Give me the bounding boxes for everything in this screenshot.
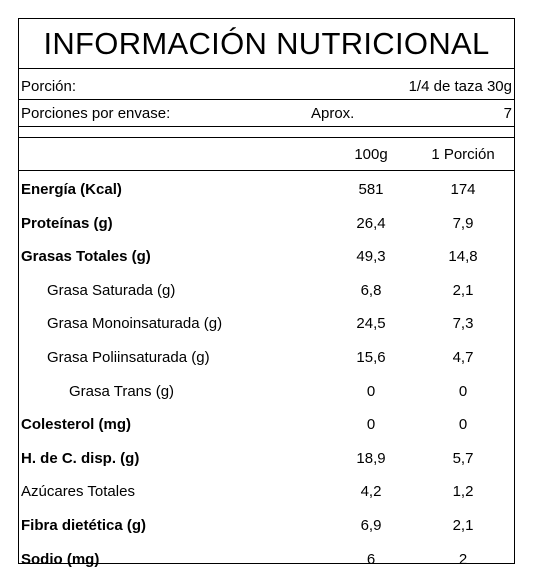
column-header-per-100g: 100g xyxy=(354,146,388,163)
nutrient-name: Grasa Saturada (g) xyxy=(47,281,176,299)
nutrient-value-per-100g: 0 xyxy=(366,382,376,400)
nutrient-value-per-100g: 6 xyxy=(366,550,376,568)
nutrient-value-per-100g: 4,2 xyxy=(360,483,382,501)
servings-approx-label: Aprox. xyxy=(311,105,355,122)
nutrient-value-per-serving: 2,1 xyxy=(452,517,474,534)
nutrient-value-per-serving: 7,9 xyxy=(452,214,474,232)
nutrient-value-per-serving: 0 xyxy=(458,416,468,434)
nutrient-name: H. de C. disp. (g) xyxy=(21,449,140,467)
serving-size-label: Porción: xyxy=(21,78,77,95)
nutrient-name: Grasas Totales (g) xyxy=(21,248,151,266)
nutrient-value-per-100g: 49,3 xyxy=(356,248,386,266)
nutrient-name: Colesterol (mg) xyxy=(21,416,132,434)
servings-per-container-row: Porciones por envase: Aprox. 7 xyxy=(19,101,514,127)
nutrient-value-per-serving: 0 xyxy=(458,382,468,400)
nutrient-row: H. de C. disp. (g) 18,9 5,7 xyxy=(19,442,514,475)
servings-per-container-label: Porciones por envase: xyxy=(21,105,171,122)
nutrient-name: Grasa Poliinsaturada (g) xyxy=(47,349,210,366)
nutrient-value-per-serving: 2 xyxy=(458,550,468,568)
nutrient-value-per-serving: 4,7 xyxy=(452,349,474,366)
serving-size-row: Porción: 1/4 de taza 30g xyxy=(19,74,514,100)
nutrient-row: Colesterol (mg) 0 0 xyxy=(19,408,514,441)
column-header-row: 100g 1 Porción xyxy=(19,137,514,171)
nutrient-name: Fibra dietética (g) xyxy=(21,517,147,534)
label-title: INFORMACIÓN NUTRICIONAL xyxy=(19,19,514,69)
serving-size-value: 1/4 de taza 30g xyxy=(408,78,512,95)
nutrient-value-per-100g: 581 xyxy=(358,181,384,198)
nutrient-value-per-100g: 24,5 xyxy=(356,315,386,333)
nutrient-value-per-100g: 15,6 xyxy=(356,349,386,366)
nutrient-value-per-serving: 174 xyxy=(450,181,476,198)
nutrient-name: Energía (Kcal) xyxy=(21,181,122,198)
nutrient-row: Grasas Totales (g) 49,3 14,8 xyxy=(19,240,514,273)
nutrient-name: Sodio (mg) xyxy=(21,550,100,568)
servings-per-container-value: 7 xyxy=(503,105,512,122)
nutrient-row: Fibra dietética (g) 6,9 2,1 xyxy=(19,509,514,542)
nutrient-name: Azúcares Totales xyxy=(21,483,135,501)
nutrient-value-per-serving: 1,2 xyxy=(452,483,474,501)
column-header-per-serving: 1 Porción xyxy=(431,146,495,163)
nutrient-row: Azúcares Totales 4,2 1,2 xyxy=(19,475,514,508)
nutrient-row: Grasa Trans (g) 0 0 xyxy=(19,375,514,408)
nutrient-row: Grasa Saturada (g) 6,8 2,1 xyxy=(19,274,514,307)
nutrient-name: Grasa Monoinsaturada (g) xyxy=(47,315,223,333)
nutrient-row: Sodio (mg) 6 2 xyxy=(19,543,514,576)
nutrient-value-per-serving: 2,1 xyxy=(452,281,474,299)
nutrient-row: Grasa Monoinsaturada (g) 24,5 7,3 xyxy=(19,307,514,340)
nutrient-value-per-100g: 6,9 xyxy=(360,517,382,534)
nutrient-name: Grasa Trans (g) xyxy=(69,382,175,400)
nutrient-row: Proteínas (g) 26,4 7,9 xyxy=(19,207,514,240)
nutrient-name: Proteínas (g) xyxy=(21,214,113,232)
nutrient-value-per-100g: 26,4 xyxy=(356,214,386,232)
nutrient-value-per-serving: 5,7 xyxy=(452,449,474,467)
nutrient-value-per-100g: 6,8 xyxy=(360,281,382,299)
nutrient-row: Energía (Kcal) 581 174 xyxy=(19,173,514,206)
nutrition-facts-label: INFORMACIÓN NUTRICIONAL Porción: 1/4 de … xyxy=(18,18,515,568)
nutrient-value-per-serving: 14,8 xyxy=(448,248,478,266)
nutrient-value-per-100g: 0 xyxy=(366,416,376,434)
nutrient-row: Grasa Poliinsaturada (g) 15,6 4,7 xyxy=(19,341,514,374)
nutrient-value-per-100g: 18,9 xyxy=(356,449,386,467)
nutrient-value-per-serving: 7,3 xyxy=(452,315,474,333)
